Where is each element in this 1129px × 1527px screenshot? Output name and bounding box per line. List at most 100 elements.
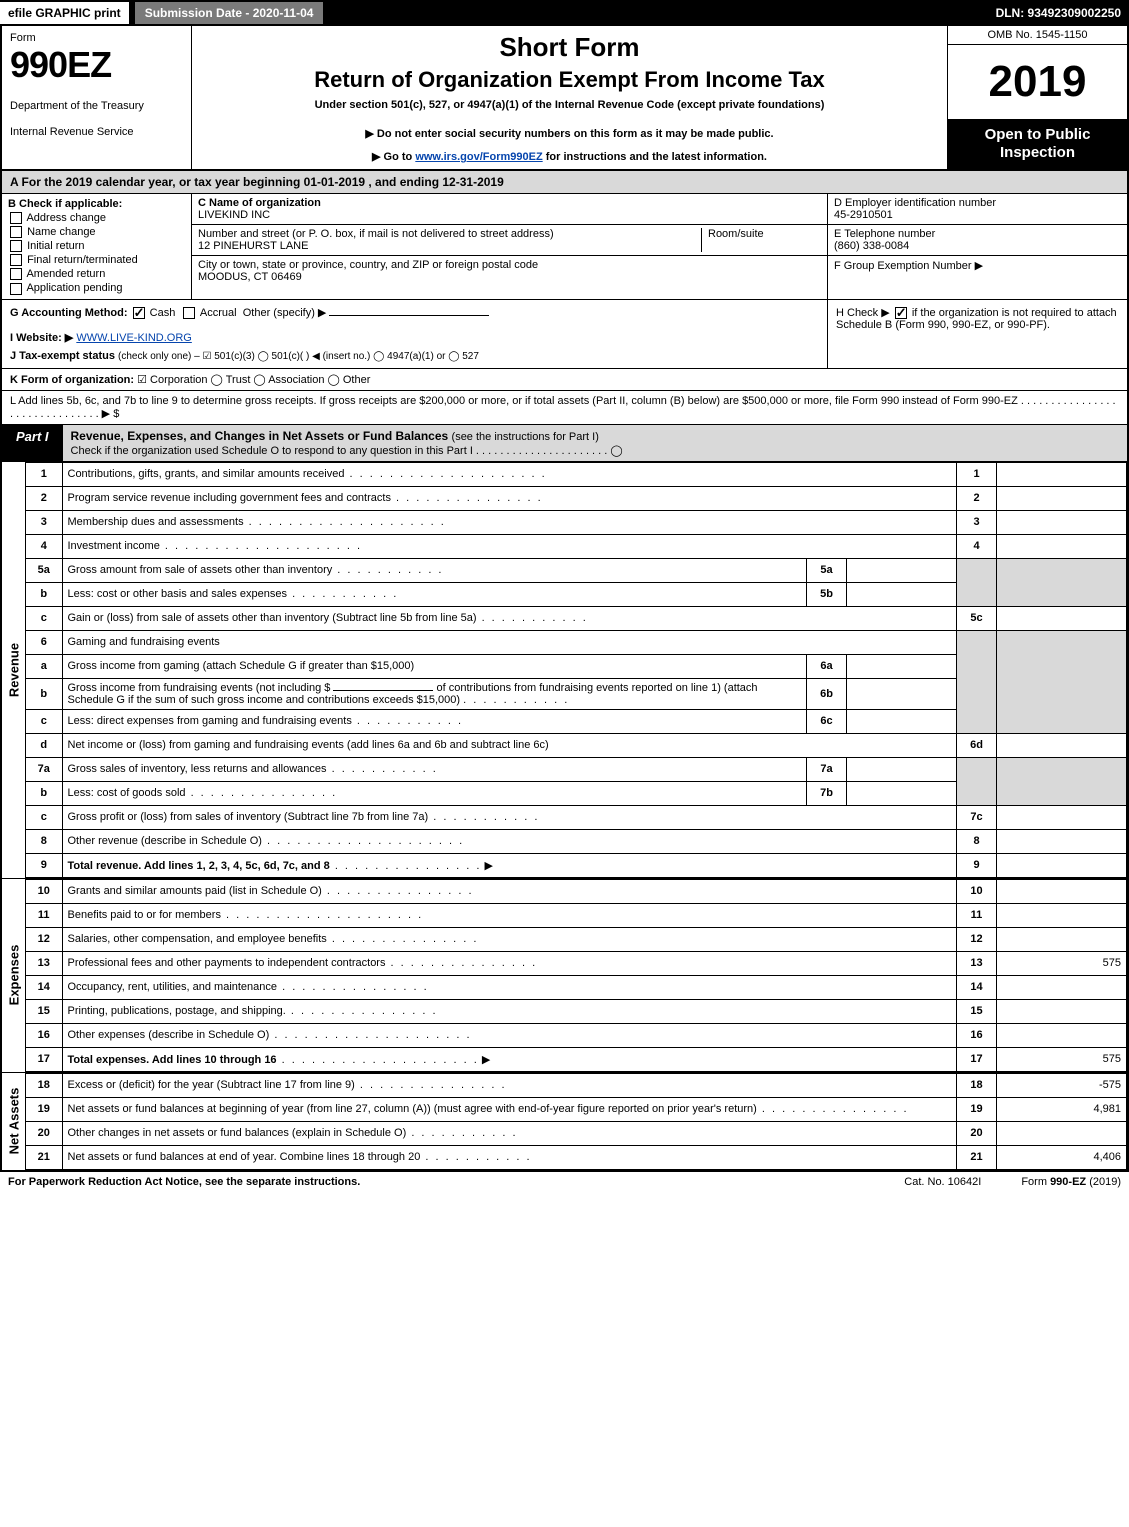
dept-treasury: Department of the Treasury xyxy=(10,100,183,112)
line-5a: 5aGross amount from sale of assets other… xyxy=(26,558,1127,582)
room-suite-label: Room/suite xyxy=(701,228,821,252)
org-name-address: C Name of organization LIVEKIND INC Numb… xyxy=(192,194,827,299)
city-value: MOODUS, CT 06469 xyxy=(198,271,302,283)
k-form-org: K Form of organization: ☑ Corporation ◯ … xyxy=(2,369,1127,391)
form-ref: Form 990-EZ (2019) xyxy=(1021,1176,1121,1188)
part1-check: Check if the organization used Schedule … xyxy=(71,445,623,457)
goto-instructions: ▶ Go to www.irs.gov/Form990EZ for instru… xyxy=(202,150,937,163)
e-label: E Telephone number xyxy=(834,228,935,240)
line-6d: dNet income or (loss) from gaming and fu… xyxy=(26,733,1127,757)
form-label: Form xyxy=(10,32,183,44)
ssn-notice: ▶ Do not enter social security numbers o… xyxy=(202,127,937,140)
f-label: F Group Exemption Number ▶ xyxy=(834,260,983,272)
i-website: I Website: ▶ WWW.LIVE-KIND.ORG xyxy=(10,331,819,344)
line-9: 9Total revenue. Add lines 1, 2, 3, 4, 5c… xyxy=(26,853,1127,877)
chk-initial-return[interactable]: Initial return xyxy=(8,240,185,252)
goto-suffix: for instructions and the latest informat… xyxy=(546,151,767,163)
line-7c: cGross profit or (loss) from sales of in… xyxy=(26,805,1127,829)
header-middle: Short Form Return of Organization Exempt… xyxy=(192,26,947,169)
city-label: City or town, state or province, country… xyxy=(198,259,538,271)
line-2: 2Program service revenue including gover… xyxy=(26,486,1127,510)
form-number: 990EZ xyxy=(10,44,183,86)
line-16: 16Other expenses (describe in Schedule O… xyxy=(26,1023,1127,1047)
j-tax-exempt: J Tax-exempt status (check only one) – ☑… xyxy=(10,350,819,362)
netassets-section: Net Assets 18Excess or (deficit) for the… xyxy=(2,1073,1127,1170)
line-8: 8Other revenue (describe in Schedule O)8 xyxy=(26,829,1127,853)
submission-date-label: Submission Date - 2020-11-04 xyxy=(135,2,324,24)
line-7a: 7aGross sales of inventory, less returns… xyxy=(26,757,1127,781)
netassets-side-label: Net Assets xyxy=(2,1073,26,1170)
netassets-table: 18Excess or (deficit) for the year (Subt… xyxy=(26,1073,1127,1170)
top-bar: efile GRAPHIC print Submission Date - 20… xyxy=(0,0,1129,26)
line-11: 11Benefits paid to or for members11 xyxy=(26,903,1127,927)
d-label: D Employer identification number xyxy=(834,197,996,209)
line-14: 14Occupancy, rent, utilities, and mainte… xyxy=(26,975,1127,999)
expenses-table: 10Grants and similar amounts paid (list … xyxy=(26,879,1127,1072)
line-20: 20Other changes in net assets or fund ba… xyxy=(26,1121,1127,1145)
line-10: 10Grants and similar amounts paid (list … xyxy=(26,879,1127,903)
check-if-applicable: B Check if applicable: Address change Na… xyxy=(2,194,192,299)
tax-year: 2019 xyxy=(948,45,1127,120)
line-18: 18Excess or (deficit) for the year (Subt… xyxy=(26,1073,1127,1097)
b-label: B Check if applicable: xyxy=(8,198,185,210)
line-19: 19Net assets or fund balances at beginni… xyxy=(26,1097,1127,1121)
line-12: 12Salaries, other compensation, and empl… xyxy=(26,927,1127,951)
irs-link[interactable]: www.irs.gov/Form990EZ xyxy=(415,151,542,163)
org-name: LIVEKIND INC xyxy=(198,209,270,221)
line-13: 13Professional fees and other payments t… xyxy=(26,951,1127,975)
dept-irs: Internal Revenue Service xyxy=(10,126,183,138)
goto-prefix: ▶ Go to xyxy=(372,151,415,163)
open-inspection-box: Open to Public Inspection xyxy=(948,120,1127,170)
dln-label: DLN: 93492309002250 xyxy=(996,6,1129,20)
efile-print-label[interactable]: efile GRAPHIC print xyxy=(0,2,129,24)
chk-amended-return[interactable]: Amended return xyxy=(8,268,185,280)
amt-18: -575 xyxy=(997,1073,1127,1097)
expenses-section: Expenses 10Grants and similar amounts pa… xyxy=(2,879,1127,1073)
chk-name-change[interactable]: Name change xyxy=(8,226,185,238)
line-1: 1Contributions, gifts, grants, and simil… xyxy=(26,462,1127,486)
g-accounting: G Accounting Method: Cash Accrual Other … xyxy=(10,306,819,319)
revenue-section: Revenue 1Contributions, gifts, grants, a… xyxy=(2,462,1127,879)
g-h-row: G Accounting Method: Cash Accrual Other … xyxy=(2,300,1127,369)
amt-21: 4,406 xyxy=(997,1145,1127,1169)
omb-number: OMB No. 1545-1150 xyxy=(948,26,1127,45)
l-gross-receipts: L Add lines 5b, 6c, and 7b to line 9 to … xyxy=(2,391,1127,425)
chk-cash[interactable] xyxy=(133,307,145,319)
c-label: C Name of organization xyxy=(198,197,321,209)
line-6: 6Gaming and fundraising events xyxy=(26,630,1127,654)
chk-accrual[interactable] xyxy=(183,307,195,319)
street-value: 12 PINEHURST LANE xyxy=(198,240,308,252)
website-link[interactable]: WWW.LIVE-KIND.ORG xyxy=(76,332,192,344)
chk-schedule-b[interactable] xyxy=(895,307,907,319)
part1-tag: Part I xyxy=(2,425,63,461)
part1-title: Revenue, Expenses, and Changes in Net As… xyxy=(71,429,449,443)
chk-final-return[interactable]: Final return/terminated xyxy=(8,254,185,266)
line-4: 4Investment income4 xyxy=(26,534,1127,558)
header-left: Form 990EZ Department of the Treasury In… xyxy=(2,26,192,169)
chk-address-change[interactable]: Address change xyxy=(8,212,185,224)
right-id-block: D Employer identification number 45-2910… xyxy=(827,194,1127,299)
amt-19: 4,981 xyxy=(997,1097,1127,1121)
form-header: Form 990EZ Department of the Treasury In… xyxy=(2,26,1127,171)
line-3: 3Membership dues and assessments3 xyxy=(26,510,1127,534)
org-info-grid: B Check if applicable: Address change Na… xyxy=(2,194,1127,300)
form-container: Form 990EZ Department of the Treasury In… xyxy=(0,26,1129,1172)
short-form-title: Short Form xyxy=(202,32,937,63)
header-right: OMB No. 1545-1150 2019 Open to Public In… xyxy=(947,26,1127,169)
line-21: 21Net assets or fund balances at end of … xyxy=(26,1145,1127,1169)
part1-header: Part I Revenue, Expenses, and Changes in… xyxy=(2,425,1127,462)
street-label: Number and street (or P. O. box, if mail… xyxy=(198,228,554,240)
cat-no: Cat. No. 10642I xyxy=(904,1176,981,1188)
chk-application-pending[interactable]: Application pending xyxy=(8,282,185,294)
page-footer: For Paperwork Reduction Act Notice, see … xyxy=(0,1172,1129,1192)
revenue-table: 1Contributions, gifts, grants, and simil… xyxy=(26,462,1127,878)
tax-period-row: A For the 2019 calendar year, or tax yea… xyxy=(2,171,1127,194)
revenue-side-label: Revenue xyxy=(2,462,26,878)
phone-value: (860) 338-0084 xyxy=(834,240,909,252)
line-15: 15Printing, publications, postage, and s… xyxy=(26,999,1127,1023)
return-title: Return of Organization Exempt From Incom… xyxy=(202,67,937,93)
line-17: 17Total expenses. Add lines 10 through 1… xyxy=(26,1047,1127,1071)
line-5c: cGain or (loss) from sale of assets othe… xyxy=(26,606,1127,630)
amt-17: 575 xyxy=(997,1047,1127,1071)
part1-sub: (see the instructions for Part I) xyxy=(452,431,599,443)
